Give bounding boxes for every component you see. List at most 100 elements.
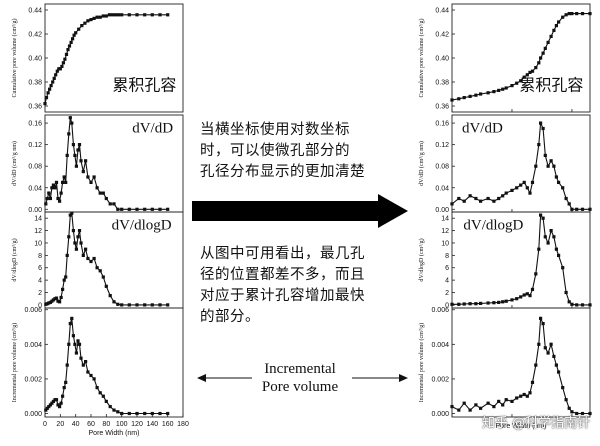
data-point [95,386,99,390]
data-point [104,14,108,18]
data-point [58,67,62,71]
data-point [95,15,99,19]
y-tick-label: 0.00 [435,207,449,214]
panel-annotation: dV/dD [132,120,173,136]
data-point [575,207,579,211]
y-tick-label: 0.38 [28,80,42,87]
data-point [479,406,483,410]
data-point [588,303,592,307]
y-axis-label: Incremental pore volume (cm³/g) [418,323,425,403]
data-point [71,229,75,233]
data-point [557,253,561,257]
data-point [98,191,102,195]
data-point [575,303,579,307]
data-point [117,13,121,17]
data-point [101,191,105,195]
data-point [570,410,574,414]
y-tick-label: 12 [34,228,42,235]
data-point [116,207,120,211]
y-tick-label: 0.04 [435,185,449,192]
chart-panel-right-incremental: 0.000 0.002 0.004 0.006 Pore Width (nm) Incre… [418,307,592,430]
data-point [77,342,82,346]
data-point [515,81,519,85]
y-tick-label: 0.002 [431,376,449,383]
data-point [150,207,154,211]
data-point [59,295,63,300]
y-tick-label: 0.44 [435,8,449,15]
data-point [143,303,147,307]
data-point [77,143,82,147]
data-point [549,159,553,163]
data-point [564,290,568,295]
data-point [534,66,538,70]
explanation-line: 径的位置都差不多，而且 [200,267,365,283]
data-point [73,153,77,157]
y-tick-label: 0 [38,302,42,309]
explanation-line: 孔径分布显示的更加清楚 [200,164,365,180]
panel-annotation: dV/dD [462,120,503,136]
x-tick-label: 160 [162,421,174,428]
data-point [525,73,529,77]
data-point [84,159,88,163]
data-point [53,186,57,190]
data-point [58,405,62,409]
data-point [64,52,69,56]
data-point [530,287,535,291]
data-point [510,188,514,192]
y-tick-label: 0.004 [24,342,42,349]
big-right-arrow [192,194,408,228]
x-axis-label: Pore Width (nm) [496,423,547,430]
data-point [479,92,483,96]
data-point [468,302,472,306]
data-point [515,396,519,400]
data-point [462,96,466,100]
data-point [158,303,162,307]
data-point [54,296,59,300]
arrow-head [378,194,408,228]
data-point [77,229,82,233]
y-tick-label: 0.000 [24,411,42,418]
data-point [474,93,478,97]
data-point [468,408,472,412]
data-point [528,391,532,395]
data-point [116,410,120,414]
y-tick-label: 8 [38,253,42,260]
data-point [67,342,71,346]
plot-frame [451,307,591,418]
data-point [522,392,526,397]
data-point [116,302,120,306]
data-point [522,75,526,79]
data-point [77,27,81,31]
y-tick-label: 0.40 [28,56,42,63]
data-point [44,408,48,412]
data-point [61,180,65,184]
data-point [504,86,508,90]
data-point [541,322,545,326]
incremental-label-line: Incremental [264,361,336,377]
data-point [557,20,561,24]
data-point [59,401,63,405]
y-axis-label: dV/dD (cm³/g nm) [418,141,425,186]
data-point [462,199,466,203]
data-point [492,199,496,203]
watermark: 知乎 @科学指南针 [482,416,591,431]
explanation-log-axis: 当横坐标使用对数坐标 时，可以使微孔部分的 孔径分布显示的更加清楚 [200,120,400,183]
data-point [62,386,66,390]
y-tick-label: 0.006 [24,307,42,314]
data-point [497,196,501,201]
data-point [552,28,556,32]
data-point [580,411,585,416]
data-point [158,207,162,211]
y-tick-label: 14 [441,216,449,223]
data-point [450,202,454,206]
data-point [519,295,523,299]
data-point [541,126,545,131]
data-point [63,57,67,61]
y-tick-label: 0.36 [435,104,449,111]
y-tick-label: 0.08 [28,164,42,171]
data-point [74,247,78,251]
data-point [486,301,490,305]
data-point [530,380,535,384]
data-point [539,316,543,320]
data-point [528,294,532,298]
